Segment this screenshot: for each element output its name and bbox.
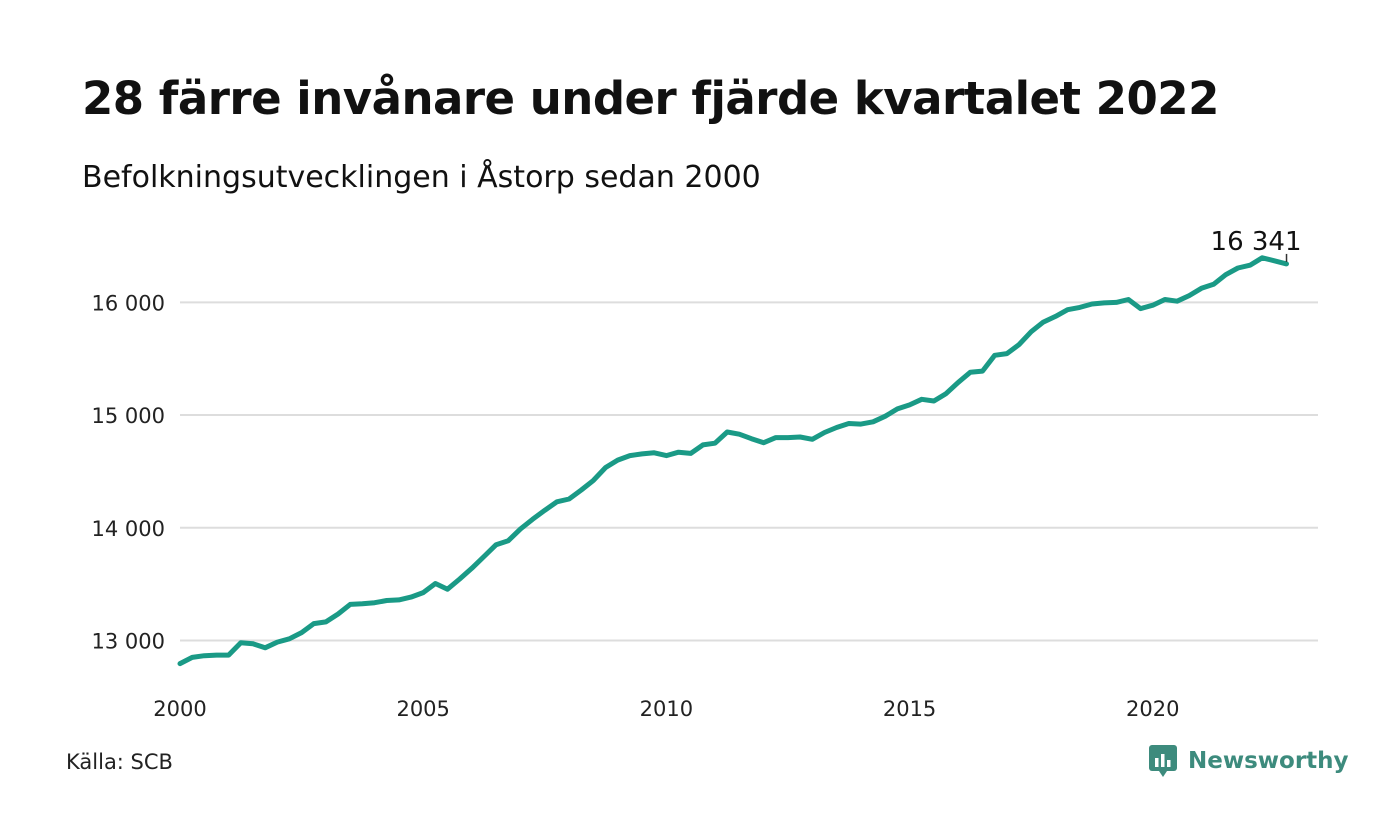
chart-subtitle: Befolkningsutvecklingen i Åstorp sedan 2… [82,160,761,195]
y-tick-label: 13 000 [92,629,165,653]
series-layer [177,255,1289,667]
population-line-chart: 13 000 14 000 15 000 16 000 2000 2005 2010 201… [92,227,1318,721]
end-value-label: 16 341 [1211,227,1302,257]
x-tick-label: 2005 [396,697,449,721]
series-line-population [177,255,1289,667]
x-tick-label: 2015 [883,697,936,721]
newsworthy-logo: Newsworthy [1148,744,1349,778]
x-tick-label: 2000 [153,697,206,721]
x-tick-label: 2020 [1126,697,1179,721]
end-label-layer: 16 341 [1211,227,1302,262]
x-axis-tick-labels: 2000 2005 2010 2015 2020 [153,697,1179,721]
y-tick-label: 16 000 [92,291,165,315]
y-tick-label: 14 000 [92,517,165,541]
y-axis-tick-labels: 13 000 14 000 15 000 16 000 [92,291,165,653]
grid-lines [180,301,1318,642]
newsworthy-logo-text: Newsworthy [1188,748,1349,774]
chart-title: 28 färre invånare under fjärde kvartalet… [82,72,1219,125]
newsworthy-logo-icon [1149,745,1177,777]
source-note: Källa: SCB [66,750,173,774]
x-tick-label: 2010 [640,697,693,721]
y-tick-label: 15 000 [92,404,165,428]
